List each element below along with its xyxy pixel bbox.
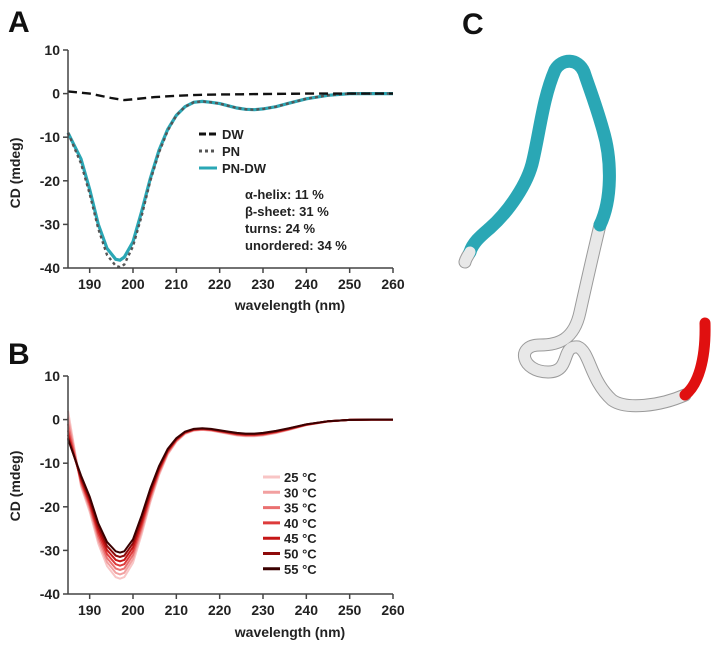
series-25c-line [67,410,393,580]
y-tick-label: -10 [40,129,60,145]
legend-label: PN [222,144,240,159]
series-55c-line [67,418,393,554]
legend-label: 40 °C [284,516,317,531]
chart-a-annotations: α-helix: 11 % β-sheet: 31 % turns: 24 % uno… [245,187,347,253]
series-45c-line [67,418,393,563]
series-40c-line [67,418,393,567]
panel-letter-a: A [8,6,30,39]
chart-a-xlabel: wavelength (nm) [234,297,345,313]
x-tick-label: 210 [165,602,189,618]
x-tick-label: 230 [251,602,275,618]
x-tick-label: 240 [295,602,319,618]
y-tick-label: -40 [40,260,60,276]
x-tick-label: 190 [78,276,102,292]
x-tick-label: 210 [165,276,189,292]
series-pn-dw-line [66,92,393,262]
legend-label: 55 °C [284,562,317,577]
structure-coil-outline [518,218,692,413]
secondary-structure-annotation: β-sheet: 31 % [245,204,329,219]
chart-b: CD (mdeg) wavelength (nm) 10 0 -10 -20 -30 -4… [7,368,405,640]
chart-b-xlabel: wavelength (nm) [234,624,345,640]
y-tick-label: -10 [40,455,60,471]
x-tick-label: 250 [338,602,362,618]
secondary-structure-annotation: α-helix: 11 % [245,187,324,202]
x-tick-label: 220 [208,602,232,618]
chart-b-legend: 25 °C30 °C35 °C40 °C45 °C50 °C55 °C [263,470,317,577]
x-tick-label: 260 [381,276,405,292]
y-tick-label: -30 [40,542,60,558]
structure-terminal-segment [679,317,711,401]
x-tick-label: 250 [338,276,362,292]
series-50c-line [67,418,393,558]
x-tick-label: 220 [208,276,232,292]
y-tick-label: -20 [40,173,60,189]
y-tick-label: 0 [52,86,60,102]
secondary-structure-annotation: unordered: 34 % [245,238,347,253]
y-tick-label: -20 [40,499,60,515]
series-pn-line [66,92,393,269]
structure-helix-segment [463,54,616,259]
panel-letter-c: C [462,8,484,41]
x-tick-label: 190 [78,602,102,618]
legend-label: 25 °C [284,470,317,485]
x-tick-label: 200 [121,602,145,618]
y-tick-label: 0 [52,412,60,428]
chart-a: CD (mdeg) wavelength (nm) 10 0 -10 -20 -30 -4… [7,42,405,313]
secondary-structure-annotation: turns: 24 % [245,221,316,236]
chart-a-legend: DW PN PN-DW [199,127,267,176]
y-tick-label: -40 [40,586,60,602]
structure-coil-segment [519,219,691,412]
legend-label: 50 °C [284,547,317,562]
x-tick-label: 260 [381,602,405,618]
y-tick-label: 10 [44,42,60,58]
series-dw-line [67,90,393,102]
legend-label: DW [222,127,244,142]
x-tick-label: 200 [121,276,145,292]
chart-a-ylabel: CD (mdeg) [7,138,23,209]
y-tick-label: -30 [40,216,60,232]
legend-label: 35 °C [284,501,317,516]
x-tick-label: 230 [251,276,275,292]
structure-coil-tail [459,246,476,268]
x-tick-label: 240 [295,276,319,292]
chart-b-ylabel: CD (mdeg) [7,451,23,522]
legend-label: 30 °C [284,485,317,500]
panel-letter-b: B [8,338,30,371]
series-35c-line [67,418,393,572]
y-tick-label: 10 [44,368,60,384]
legend-label: 45 °C [284,531,317,546]
legend-label: PN-DW [222,161,267,176]
protein-structure [458,54,711,413]
